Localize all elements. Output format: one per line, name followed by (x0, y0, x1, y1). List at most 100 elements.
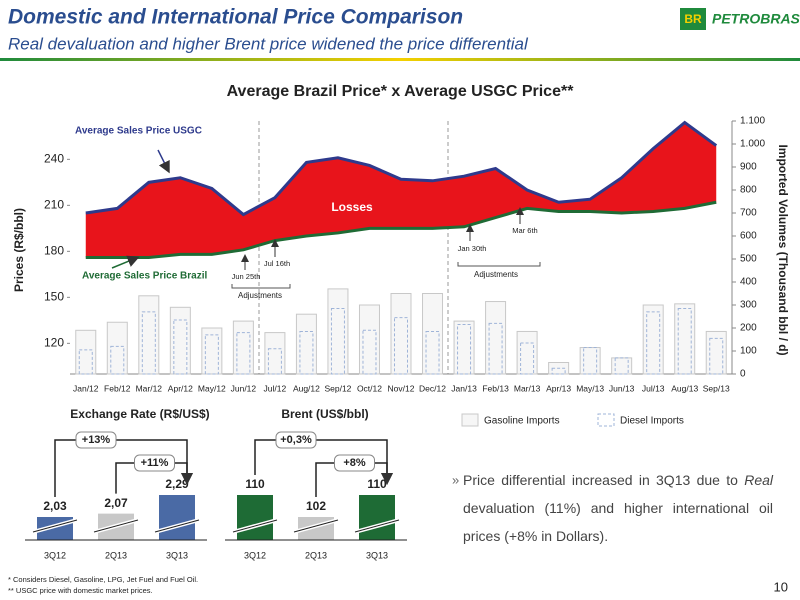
x-tick-label: 3Q13 (366, 550, 388, 560)
x-tick-label: 3Q12 (244, 550, 266, 560)
value-label: 2,29 (165, 477, 189, 491)
diesel-bar (551, 367, 566, 375)
small-chart-title: Brent (US$/bbl) (281, 407, 368, 421)
diesel-bar (267, 348, 282, 375)
arrow (111, 255, 140, 269)
footnote: * Considers Diesel, Gasoline, LPG, Jet F… (8, 575, 198, 584)
diesel-bar (646, 311, 661, 375)
series-label: Average Sales Price USGC (75, 126, 202, 137)
y2-tick-label: 700 (740, 208, 757, 219)
annotation: Losses (331, 200, 373, 214)
diesel-bar (709, 337, 724, 375)
axis-break (93, 519, 139, 533)
value-label: 102 (306, 499, 326, 513)
losses-area (85, 122, 717, 258)
y-tick-label: 120 (44, 336, 64, 350)
y2-tick-label: 800 (740, 185, 757, 196)
annotation-box (275, 431, 317, 449)
annotation-box (134, 454, 175, 472)
y-axis-label: Prices (R$/bbl) (12, 208, 26, 292)
diesel-bar (141, 311, 156, 375)
legend-label: Diesel Imports (620, 416, 684, 427)
y-tick-label: 180 (44, 244, 64, 258)
annotation-box (334, 454, 375, 472)
annotation: Jan 30th (458, 244, 487, 253)
diesel-bar (236, 332, 251, 375)
x-tick-label: Jul/12 (264, 383, 287, 393)
value-label: 110 (245, 477, 265, 491)
x-tick-label: 3Q13 (166, 550, 188, 560)
bracket (457, 262, 541, 267)
annotation-box (75, 431, 117, 449)
annotation: +0,3% (280, 434, 312, 446)
y2-tick-label: 1.000 (740, 139, 765, 150)
annotation: Adjustments (238, 291, 282, 300)
header-subtitle: Real devaluation and higher Brent price … (8, 34, 529, 53)
axis-break (232, 519, 278, 533)
x-tick-label: Jan/12 (73, 383, 99, 393)
x-tick-label: 2Q13 (305, 550, 327, 560)
diesel-bar (362, 329, 377, 375)
y2-axis-label: Imported Volumes (Thousand bbl / d) (776, 144, 790, 355)
page-number: 10 (774, 579, 788, 594)
axis-break (354, 519, 400, 533)
chart-title: Average Brazil Price* x Average USGC Pri… (227, 83, 575, 100)
value-label: 2,03 (43, 499, 67, 513)
bracket (54, 439, 193, 497)
x-tick-label: Aug/12 (293, 383, 320, 393)
bullet-text: Price differential increased in 3Q13 due… (463, 466, 773, 550)
diesel-bar (457, 324, 472, 375)
diesel-bar (394, 317, 408, 375)
diesel-bar (425, 330, 440, 375)
bullet-mark: » (452, 472, 459, 487)
annotation: +8% (343, 457, 366, 469)
x-tick-label: 3Q12 (44, 550, 66, 560)
diesel-bar (173, 319, 188, 375)
x-tick-label: 2Q13 (105, 550, 127, 560)
logo-text: PETROBRAS (712, 11, 800, 27)
gasoline-bar (264, 332, 286, 375)
x-tick-label: Sep/13 (703, 383, 730, 393)
y2-tick-label: 900 (740, 162, 757, 173)
diesel-bar (330, 307, 345, 375)
diesel-bar (520, 342, 535, 375)
diesel-bar (583, 347, 598, 375)
legend-label: Gasoline Imports (484, 416, 560, 427)
x-tick-label: Jan/13 (451, 383, 477, 393)
x-tick-label: Feb/12 (104, 383, 131, 393)
legend-swatch (461, 413, 479, 427)
y2-tick-label: 300 (740, 300, 757, 311)
footnote: ** USGC price with domestic market price… (8, 586, 153, 595)
logo-mark: BR (684, 12, 702, 26)
y2-tick-label: 500 (740, 254, 757, 265)
x-tick-label: Nov/12 (388, 383, 415, 393)
y2-tick-label: 1.100 (740, 116, 765, 127)
diesel-bar (299, 330, 314, 375)
text: Real (744, 472, 773, 488)
bar (237, 495, 273, 540)
annotation: +11% (141, 457, 169, 469)
gasoline-bar (453, 320, 475, 375)
gasoline-bar (169, 306, 191, 375)
y2-tick-label: 400 (740, 277, 757, 288)
x-tick-label: Aug/13 (671, 383, 698, 393)
arrow (157, 149, 170, 174)
text: devaluation (11%) and higher internation… (463, 500, 773, 544)
logo-box (680, 8, 706, 30)
value-label: 2,07 (104, 496, 128, 510)
gasoline-bar (201, 327, 223, 375)
x-tick-label: Apr/12 (168, 383, 193, 393)
x-tick-label: May/12 (198, 383, 226, 393)
y-tick-label: 150 (44, 290, 64, 304)
diesel-bar (110, 345, 125, 375)
diesel-bar (78, 349, 93, 375)
gasoline-bar (358, 304, 380, 375)
y2-tick-label: 100 (740, 346, 757, 357)
header-title: Domestic and International Price Compari… (8, 6, 463, 29)
small-chart-title: Exchange Rate (R$/US$) (70, 407, 209, 421)
bracket (231, 284, 291, 289)
bracket (254, 439, 393, 485)
y-tick-label: 210 (44, 198, 64, 212)
